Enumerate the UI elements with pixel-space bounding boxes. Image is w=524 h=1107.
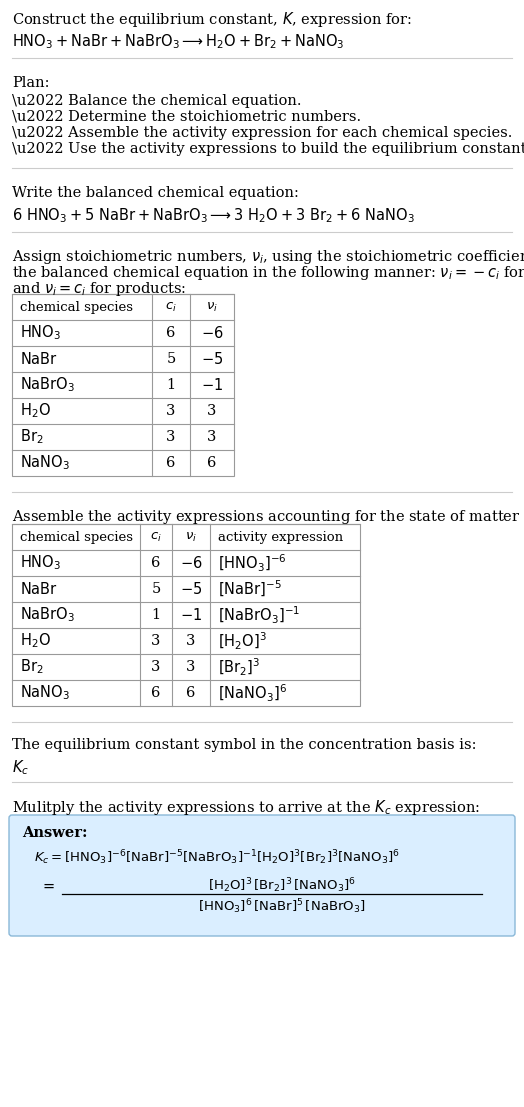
- Text: $K_c = [\mathrm{HNO_3}]^{-6}[\mathrm{NaBr}]^{-5}[\mathrm{NaBrO_3}]^{-1}[\mathrm{: $K_c = [\mathrm{HNO_3}]^{-6}[\mathrm{NaB…: [34, 848, 400, 867]
- Text: 6: 6: [187, 686, 195, 700]
- Text: $[\mathrm{NaBrO_3}]^{-1}$: $[\mathrm{NaBrO_3}]^{-1}$: [218, 604, 300, 625]
- Text: 3: 3: [151, 660, 161, 674]
- Text: 3: 3: [208, 404, 217, 418]
- Text: Write the balanced chemical equation:: Write the balanced chemical equation:: [12, 186, 299, 200]
- Text: $\mathrm{Br_2}$: $\mathrm{Br_2}$: [20, 427, 43, 446]
- Text: The equilibrium constant symbol in the concentration basis is:: The equilibrium constant symbol in the c…: [12, 738, 476, 752]
- Text: $-5$: $-5$: [180, 581, 202, 597]
- Text: 5: 5: [167, 352, 176, 366]
- Text: and $\nu_i = c_i$ for products:: and $\nu_i = c_i$ for products:: [12, 280, 187, 298]
- Text: chemical species: chemical species: [20, 530, 133, 544]
- Text: 1: 1: [151, 608, 160, 622]
- Text: $\mathrm{H_2O}$: $\mathrm{H_2O}$: [20, 632, 51, 650]
- Text: $\mathrm{HNO_3}$: $\mathrm{HNO_3}$: [20, 323, 61, 342]
- FancyBboxPatch shape: [9, 815, 515, 937]
- Text: $\mathrm{NaBr}$: $\mathrm{NaBr}$: [20, 581, 58, 597]
- Text: $[\mathrm{NaBr}]^{-5}$: $[\mathrm{NaBr}]^{-5}$: [218, 579, 282, 599]
- Text: Answer:: Answer:: [22, 826, 88, 840]
- Text: $=$: $=$: [40, 879, 56, 893]
- Text: $-1$: $-1$: [180, 607, 202, 623]
- Text: 3: 3: [166, 404, 176, 418]
- Text: 3: 3: [187, 634, 195, 648]
- Text: 3: 3: [187, 660, 195, 674]
- Text: \u2022 Use the activity expressions to build the equilibrium constant expression: \u2022 Use the activity expressions to b…: [12, 142, 524, 156]
- Bar: [12, 524, 360, 706]
- Text: Mulitply the activity expressions to arrive at the $K_c$ expression:: Mulitply the activity expressions to arr…: [12, 798, 480, 817]
- Text: 5: 5: [151, 582, 161, 596]
- Text: \u2022 Balance the chemical equation.: \u2022 Balance the chemical equation.: [12, 94, 301, 108]
- Text: $\mathrm{NaNO_3}$: $\mathrm{NaNO_3}$: [20, 684, 70, 702]
- Text: $\mathrm{NaNO_3}$: $\mathrm{NaNO_3}$: [20, 454, 70, 473]
- Text: 6: 6: [208, 456, 217, 470]
- Text: Plan:: Plan:: [12, 76, 49, 90]
- Text: $\nu_i$: $\nu_i$: [185, 530, 197, 544]
- Text: $6\ \mathrm{HNO_3} + 5\ \mathrm{NaBr} + \mathrm{NaBrO_3} \longrightarrow 3\ \mat: $6\ \mathrm{HNO_3} + 5\ \mathrm{NaBr} + …: [12, 206, 415, 225]
- Text: 3: 3: [151, 634, 161, 648]
- Text: $c_i$: $c_i$: [165, 300, 177, 313]
- Text: 6: 6: [151, 686, 161, 700]
- Text: $-5$: $-5$: [201, 351, 223, 368]
- Text: Assign stoichiometric numbers, $\nu_i$, using the stoichiometric coefficients, $: Assign stoichiometric numbers, $\nu_i$, …: [12, 248, 524, 266]
- Text: $[\mathrm{Br_2}]^{3}$: $[\mathrm{Br_2}]^{3}$: [218, 656, 260, 677]
- Text: Construct the equilibrium constant, $K$, expression for:: Construct the equilibrium constant, $K$,…: [12, 10, 412, 29]
- Text: $[\mathrm{NaNO_3}]^{6}$: $[\mathrm{NaNO_3}]^{6}$: [218, 682, 287, 704]
- Text: \u2022 Assemble the activity expression for each chemical species.: \u2022 Assemble the activity expression …: [12, 126, 512, 139]
- Text: $\mathrm{HNO_3 + NaBr + NaBrO_3 \longrightarrow H_2O + Br_2 + NaNO_3}$: $\mathrm{HNO_3 + NaBr + NaBrO_3 \longrig…: [12, 32, 344, 51]
- Text: \u2022 Determine the stoichiometric numbers.: \u2022 Determine the stoichiometric numb…: [12, 110, 361, 124]
- Text: $-6$: $-6$: [201, 325, 223, 341]
- Bar: [12, 294, 234, 476]
- Text: $[\mathrm{HNO_3}]^{6}\,[\mathrm{NaBr}]^{5}\,[\mathrm{NaBrO_3}]$: $[\mathrm{HNO_3}]^{6}\,[\mathrm{NaBr}]^{…: [198, 897, 366, 915]
- Text: $\mathrm{HNO_3}$: $\mathrm{HNO_3}$: [20, 554, 61, 572]
- Text: $\mathrm{NaBrO_3}$: $\mathrm{NaBrO_3}$: [20, 375, 75, 394]
- Text: activity expression: activity expression: [218, 530, 343, 544]
- Text: Assemble the activity expressions accounting for the state of matter and $\nu_i$: Assemble the activity expressions accoun…: [12, 508, 524, 526]
- Text: $\nu_i$: $\nu_i$: [206, 300, 218, 313]
- Text: 6: 6: [151, 556, 161, 570]
- Text: $c_i$: $c_i$: [150, 530, 162, 544]
- Text: $[\mathrm{H_2O}]^{3}$: $[\mathrm{H_2O}]^{3}$: [218, 631, 267, 652]
- Text: $\mathrm{NaBrO_3}$: $\mathrm{NaBrO_3}$: [20, 606, 75, 624]
- Text: 1: 1: [167, 377, 176, 392]
- Text: $\mathrm{Br_2}$: $\mathrm{Br_2}$: [20, 658, 43, 676]
- Text: chemical species: chemical species: [20, 300, 133, 313]
- Text: 3: 3: [208, 430, 217, 444]
- Text: $[\mathrm{HNO_3}]^{-6}$: $[\mathrm{HNO_3}]^{-6}$: [218, 552, 287, 573]
- Text: 6: 6: [166, 456, 176, 470]
- Text: $K_c$: $K_c$: [12, 758, 29, 777]
- Text: $[\mathrm{H_2O}]^{3}\,[\mathrm{Br_2}]^{3}\,[\mathrm{NaNO_3}]^{6}$: $[\mathrm{H_2O}]^{3}\,[\mathrm{Br_2}]^{3…: [208, 876, 356, 894]
- Text: $\mathrm{NaBr}$: $\mathrm{NaBr}$: [20, 351, 58, 368]
- Text: 3: 3: [166, 430, 176, 444]
- Text: the balanced chemical equation in the following manner: $\nu_i = -c_i$ for react: the balanced chemical equation in the fo…: [12, 263, 524, 282]
- Text: $-1$: $-1$: [201, 377, 223, 393]
- Text: $-6$: $-6$: [180, 555, 202, 571]
- Text: $\mathrm{H_2O}$: $\mathrm{H_2O}$: [20, 402, 51, 421]
- Text: 6: 6: [166, 325, 176, 340]
